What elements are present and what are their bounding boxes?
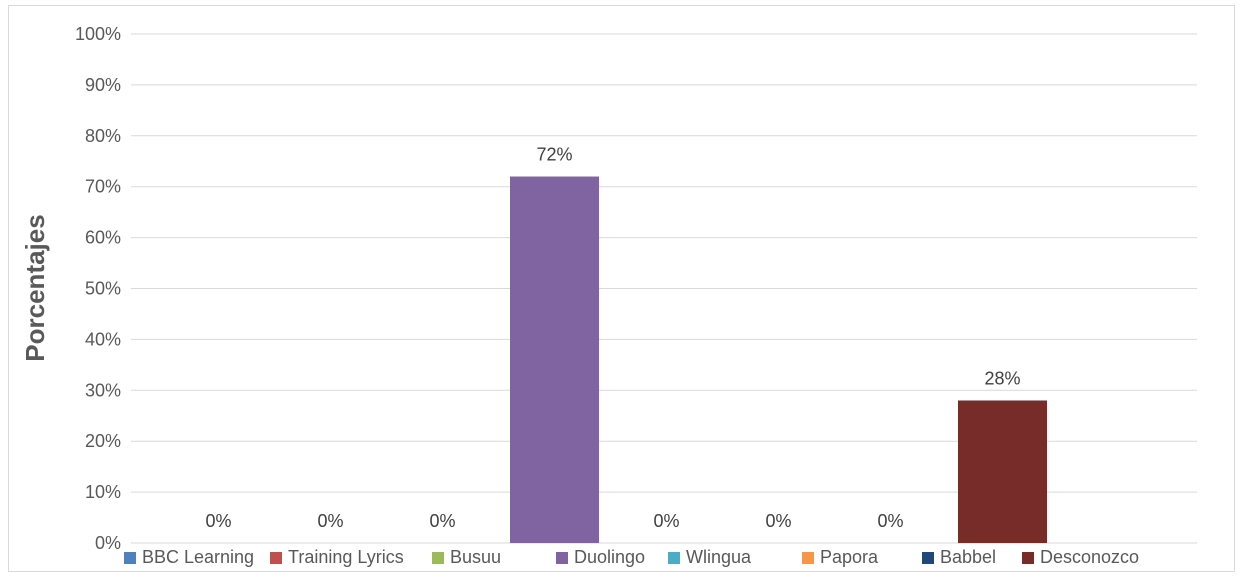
legend-entry: Babbel [940, 547, 996, 567]
data-label: 0% [205, 511, 231, 531]
legend-swatch [668, 552, 680, 564]
y-tick-label: 30% [85, 380, 121, 400]
y-tick-label: 90% [85, 75, 121, 95]
bar-duolingo [510, 176, 599, 543]
legend-swatch [270, 552, 282, 564]
legend-swatch [802, 552, 814, 564]
legend-swatch [1022, 552, 1034, 564]
legend: BBC Learning Training Lyrics Busuu Duolingo… [124, 547, 1139, 567]
y-tick-label: 50% [85, 279, 121, 299]
y-tick-label: 100% [75, 24, 121, 44]
legend-swatch [556, 552, 568, 564]
data-label: 0% [653, 511, 679, 531]
y-tick-label: 20% [85, 431, 121, 451]
data-labels: 0% 0% 0% 72% 0% 0% 0% 28% [205, 145, 1020, 531]
legend-entry: Duolingo [574, 547, 645, 567]
legend-entry: BBC Learning [142, 547, 254, 567]
data-label: 0% [429, 511, 455, 531]
data-label: 0% [317, 511, 343, 531]
legend-entry: Wlingua [686, 547, 752, 567]
legend-swatch [922, 552, 934, 564]
legend-swatch [124, 552, 136, 564]
y-tick-label: 0% [95, 533, 121, 553]
y-tick-label: 10% [85, 482, 121, 502]
data-label: 0% [765, 511, 791, 531]
legend-entry: Busuu [450, 547, 501, 567]
y-axis-ticks: 0% 10% 20% 30% 40% 50% 60% 70% 80% 90% 100% [75, 24, 121, 553]
bars [510, 176, 1047, 543]
y-tick-label: 60% [85, 228, 121, 248]
legend-swatch [432, 552, 444, 564]
y-axis-label: Porcentajes [20, 214, 50, 361]
data-label: 28% [984, 368, 1020, 388]
y-tick-label: 40% [85, 329, 121, 349]
legend-entry: Desconozco [1040, 547, 1139, 567]
legend-entry: Papora [820, 547, 879, 567]
y-tick-label: 80% [85, 126, 121, 146]
data-label: 0% [877, 511, 903, 531]
legend-entry: Training Lyrics [288, 547, 404, 567]
bar-desconozco [958, 400, 1047, 543]
y-tick-label: 70% [85, 177, 121, 197]
data-label: 72% [536, 145, 572, 165]
